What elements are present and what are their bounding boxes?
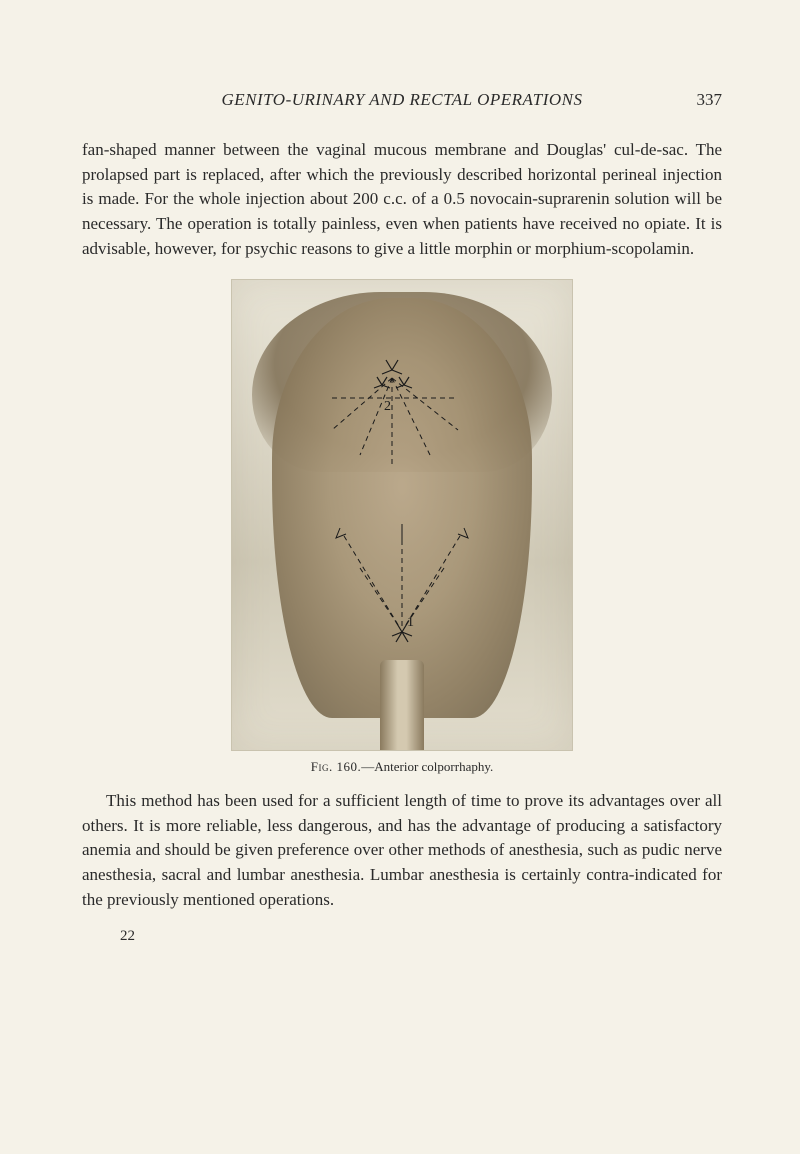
page: GENITO-URINARY AND RECTAL OPERATIONS 337…: [0, 0, 800, 1154]
paragraph-2: This method has been used for a sufficie…: [82, 789, 722, 912]
figure-illustration: 2 1: [231, 279, 573, 751]
paragraph-1: fan-shaped manner between the vaginal mu…: [82, 138, 722, 261]
figure-caption-text: —Anterior colporrhaphy.: [361, 759, 493, 774]
signature-number: 22: [120, 928, 722, 945]
header-row: GENITO-URINARY AND RECTAL OPERATIONS 337: [82, 90, 722, 110]
page-number: 337: [682, 90, 722, 110]
figure-shape-body: [272, 298, 532, 718]
figure-caption-label: Fig. 160.: [311, 759, 361, 774]
figure-block: 2 1: [82, 279, 722, 775]
running-header: GENITO-URINARY AND RECTAL OPERATIONS: [122, 90, 682, 110]
figure-shape-stem: [380, 660, 424, 750]
figure-caption: Fig. 160.—Anterior colporrhaphy.: [311, 759, 494, 775]
